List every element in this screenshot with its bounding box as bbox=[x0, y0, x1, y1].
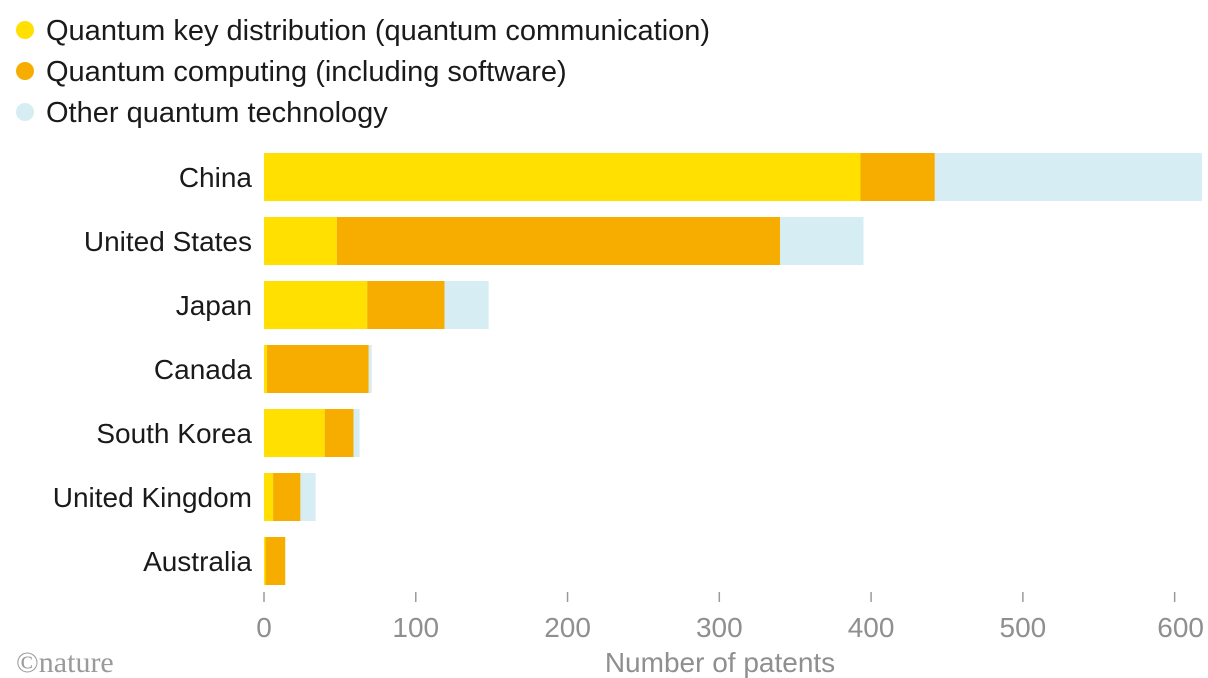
x-axis-title: Number of patents bbox=[605, 647, 835, 678]
bar-united-states-series-3 bbox=[780, 217, 864, 265]
category-label-united-states: United States bbox=[84, 226, 252, 257]
bar-australia-series-1 bbox=[264, 537, 266, 585]
x-tick-label-100: 100 bbox=[392, 612, 439, 643]
legend-swatch-quantum-key-distribution-quant bbox=[16, 21, 34, 39]
bar-china-series-3 bbox=[934, 153, 1202, 201]
bar-china-series-2 bbox=[860, 153, 935, 201]
category-label-south-korea: South Korea bbox=[96, 418, 252, 449]
legend-swatch-quantum-computing-including-so bbox=[16, 62, 34, 80]
bar-canada-series-1 bbox=[264, 345, 268, 393]
x-tick-label-200: 200 bbox=[544, 612, 591, 643]
x-tick-label-0: 0 bbox=[256, 612, 272, 643]
bar-united-kingdom-series-1 bbox=[264, 473, 274, 521]
bar-united-kingdom-series-3 bbox=[300, 473, 316, 521]
category-label-japan: Japan bbox=[176, 290, 252, 321]
bar-south-korea-series-1 bbox=[264, 409, 325, 457]
legend-label: Quantum computing (including software) bbox=[46, 56, 567, 88]
bar-united-kingdom-series-2 bbox=[273, 473, 301, 521]
bar-china-series-1 bbox=[264, 153, 861, 201]
legend-swatch-other-quantum-technology bbox=[16, 103, 34, 121]
bar-japan-series-2 bbox=[367, 281, 445, 329]
bar-australia-series-2 bbox=[265, 537, 286, 585]
nature-credit: ©nature bbox=[16, 646, 114, 678]
legend: Quantum key distribution (quantum commun… bbox=[16, 15, 710, 129]
bar-canada-series-2 bbox=[267, 345, 369, 393]
x-tick-label-600: 600 bbox=[1157, 612, 1204, 643]
category-label-united-kingdom: United Kingdom bbox=[53, 482, 252, 513]
bars bbox=[264, 153, 1202, 585]
bar-united-states-series-1 bbox=[264, 217, 337, 265]
x-tick-label-400: 400 bbox=[848, 612, 895, 643]
bar-south-korea-series-2 bbox=[324, 409, 354, 457]
legend-label: Other quantum technology bbox=[46, 97, 388, 129]
category-label-canada: Canada bbox=[154, 354, 253, 385]
category-labels: China United States Japan Canada South Korea… bbox=[53, 162, 253, 577]
category-label-australia: Australia bbox=[143, 546, 252, 577]
x-tick-label-500: 500 bbox=[1000, 612, 1047, 643]
x-axis: 0 100 200 300 400 500 600 bbox=[256, 592, 1204, 643]
bar-united-states-series-2 bbox=[336, 217, 781, 265]
bar-japan-series-3 bbox=[444, 281, 489, 329]
bar-japan-series-1 bbox=[264, 281, 368, 329]
bar-canada-series-3 bbox=[368, 345, 372, 393]
x-tick-label-300: 300 bbox=[696, 612, 743, 643]
category-label-china: China bbox=[179, 162, 253, 193]
legend-label: Quantum key distribution (quantum commun… bbox=[46, 15, 710, 47]
bar-south-korea-series-3 bbox=[353, 409, 360, 457]
